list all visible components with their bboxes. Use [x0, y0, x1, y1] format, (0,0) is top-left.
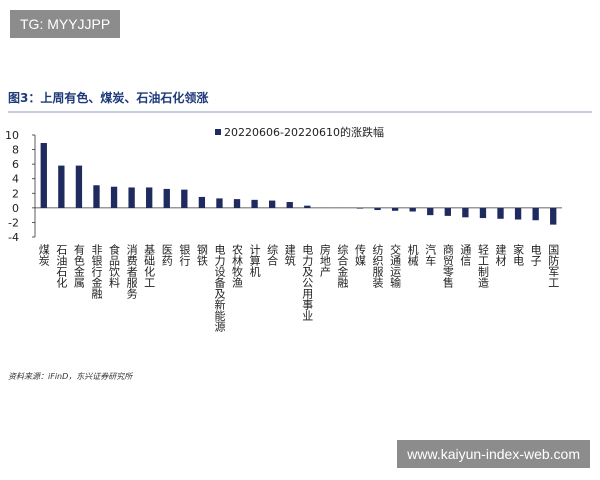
source-note: 资料来源：iFinD，东兴证券研究所	[8, 372, 134, 381]
y-tick-label: 6	[12, 158, 19, 171]
x-tick-label: 汽车	[424, 243, 437, 267]
x-tick-label: 建材	[494, 243, 507, 266]
bar	[216, 198, 223, 208]
y-tick-label: 0	[12, 202, 19, 215]
bar	[304, 205, 311, 208]
x-tick-label: 商贸零售	[441, 243, 454, 289]
y-tick-label: -2	[8, 216, 19, 229]
x-tick-label: 机械	[406, 243, 419, 267]
bar	[181, 189, 188, 208]
x-tick-label: 农林牧渔	[231, 243, 244, 289]
y-tick-label: -4	[8, 231, 19, 244]
bar	[532, 207, 539, 221]
bar	[286, 202, 293, 208]
x-tick-label: 煤炭	[37, 244, 50, 267]
x-tick-label: 家电	[512, 243, 525, 266]
bar	[409, 207, 416, 212]
bar	[462, 207, 469, 218]
bar	[233, 199, 241, 208]
x-tick-label: 综合	[266, 243, 279, 266]
bar	[514, 207, 522, 220]
x-tick-label: 建筑	[283, 243, 296, 266]
bar	[251, 199, 258, 208]
x-tick-label: 纺织服装	[371, 243, 384, 289]
x-tick-label: 传媒	[353, 244, 366, 267]
x-tick-label: 房地产	[318, 244, 331, 278]
bar	[128, 187, 135, 208]
x-tick-label: 电力设备及新能源	[213, 244, 226, 333]
bar	[58, 165, 65, 208]
watermark: TG: MYYJJPP	[10, 10, 121, 38]
bar	[268, 200, 276, 208]
chart-title: 图3：上周有色、煤炭、石油石化领涨	[8, 90, 208, 105]
x-tick-label: 消费者服务	[125, 243, 138, 299]
bar	[479, 207, 487, 219]
bar	[110, 186, 118, 208]
y-tick-label: 2	[12, 187, 19, 200]
bar	[40, 143, 47, 208]
x-tick-label: 电子	[529, 244, 542, 266]
x-tick-label: 轻工制造	[476, 243, 489, 288]
watermark: www.kaiyun-index-web.com	[397, 440, 590, 468]
bar	[427, 207, 434, 216]
x-tick-label: 交通运输	[389, 243, 402, 289]
y-tick-label: 8	[12, 144, 19, 157]
bar	[356, 207, 364, 209]
bar	[374, 207, 381, 211]
bar	[497, 207, 504, 219]
bar	[391, 207, 399, 211]
x-tick-label: 医药	[160, 244, 173, 267]
x-tick-label: 银行	[178, 243, 191, 267]
legend-label: 20220606-20220610的涨跌幅	[224, 125, 384, 139]
y-tick-label: 10	[5, 129, 19, 142]
x-tick-label: 国防军工	[547, 244, 560, 288]
x-tick-label: 基础化工	[143, 244, 156, 288]
x-tick-label: 综合金融	[336, 243, 349, 289]
bar	[444, 207, 451, 216]
bar	[198, 196, 206, 208]
legend-swatch	[215, 129, 221, 135]
bar	[163, 188, 170, 208]
x-tick-label: 非银行金融	[90, 244, 103, 300]
bar	[550, 207, 557, 225]
bar	[75, 165, 83, 208]
x-tick-label: 计算机	[248, 244, 261, 277]
y-tick-label: 4	[12, 173, 19, 186]
x-tick-label: 石油石化	[55, 244, 68, 289]
bar	[93, 185, 100, 208]
x-tick-label: 电力及公用事业	[301, 244, 314, 321]
x-tick-label: 通信	[459, 244, 472, 267]
x-tick-label: 有色金属	[72, 243, 85, 289]
x-tick-label: 钢铁	[195, 244, 208, 266]
x-tick-label: 食品饮料	[108, 243, 121, 289]
bar	[146, 187, 153, 208]
